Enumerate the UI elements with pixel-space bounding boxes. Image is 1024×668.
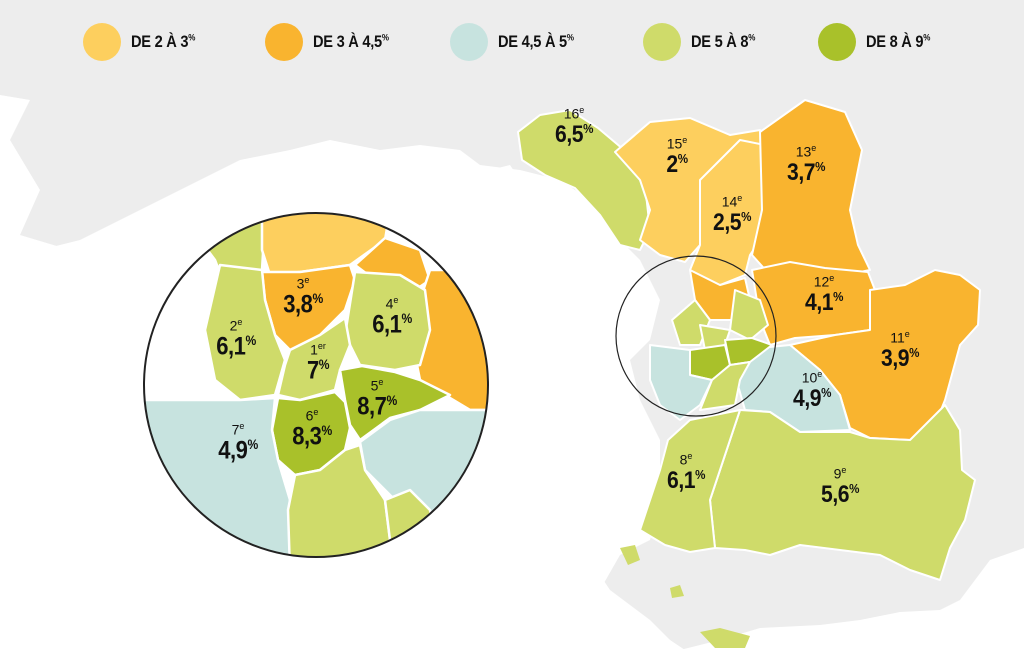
zoom-locator-circle	[615, 255, 777, 417]
legend-swatch	[818, 23, 856, 61]
central-district-7-small	[649, 344, 713, 421]
district-9-shape	[709, 404, 976, 581]
label-7e: 7e 4,9%	[218, 421, 258, 464]
central-district-4-small	[729, 289, 769, 341]
legend-label: DE 4,5 À 5	[498, 32, 567, 51]
legend-label: DE 5 À 8	[691, 32, 749, 51]
label-1er: 1er 7%	[306, 341, 330, 384]
legend-swatch	[265, 23, 303, 61]
district-13-shape	[751, 99, 871, 276]
legend-item-5-8: DE 5 À 8%	[643, 22, 766, 62]
label-8e: 8e 6,1%	[667, 451, 705, 494]
label-12e: 12e 4,1%	[805, 273, 843, 316]
central-district-south-small	[699, 361, 751, 411]
islands	[620, 545, 750, 648]
label-11e: 11e 3,9%	[881, 329, 919, 372]
label-5e: 5e 8,7%	[357, 377, 397, 420]
legend-item-45-5: DE 4,5 À 5%	[450, 22, 586, 62]
label-4e: 4e 6,1%	[372, 295, 412, 338]
legend-unit: %	[381, 32, 389, 43]
label-10e: 10e 4,9%	[793, 369, 831, 412]
legend-label: DE 3 À 4,5	[313, 32, 382, 51]
legend-item-8-9: DE 8 À 9%	[818, 22, 941, 62]
legend-swatch	[83, 23, 121, 61]
label-15e: 15e 2%	[666, 135, 688, 178]
label-6e: 6e 8,3%	[292, 407, 332, 450]
label-3e: 3e 3,8%	[283, 275, 323, 318]
central-district-3-small	[671, 299, 711, 346]
central-district-5-small	[724, 337, 773, 366]
legend-label: DE 8 À 9	[866, 32, 924, 51]
legend-swatch	[450, 23, 488, 61]
zoom-district-1-shape	[276, 316, 352, 402]
label-13e: 13e 3,7%	[787, 143, 825, 186]
district-8-shape	[639, 409, 741, 553]
label-14e: 14e 2,5%	[713, 193, 751, 236]
legend-unit: %	[566, 32, 574, 43]
legend-unit: %	[188, 32, 196, 43]
legend-unit: %	[923, 32, 931, 43]
legend-item-2-3: DE 2 À 3%	[83, 22, 206, 62]
legend: DE 2 À 3% DE 3 À 4,5% DE 4,5 À 5% DE 5 À…	[0, 22, 1024, 62]
legend-label: DE 2 À 3	[131, 32, 189, 51]
legend-swatch	[643, 23, 681, 61]
label-2e: 2e 6,1%	[216, 317, 256, 360]
zoom-circle-outline	[143, 212, 489, 558]
legend-item-3-45: DE 3 À 4,5%	[265, 22, 401, 62]
main-districts	[517, 99, 981, 581]
label-9e: 9e 5,6%	[821, 465, 859, 508]
legend-unit: %	[748, 32, 756, 43]
zoom-district-2-shape	[203, 263, 287, 402]
label-16e: 16e 6,5%	[555, 105, 593, 148]
